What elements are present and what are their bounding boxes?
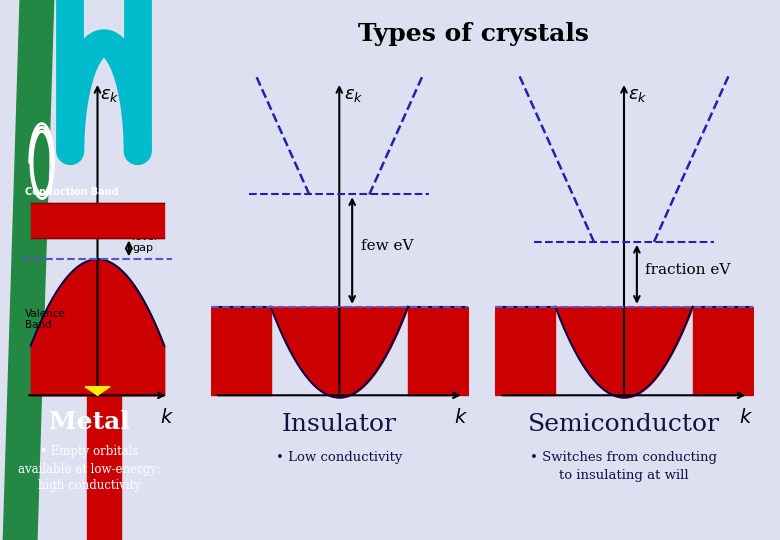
Text: $k$: $k$ [160, 408, 174, 427]
Polygon shape [87, 335, 121, 540]
Text: $\varepsilon_k$: $\varepsilon_k$ [344, 86, 363, 104]
Text: Insulator: Insulator [282, 413, 397, 436]
Text: $k$: $k$ [454, 408, 468, 427]
Text: gap: gap [133, 244, 154, 253]
Text: • Switches from conducting
to insulating at will: • Switches from conducting to insulating… [530, 451, 718, 482]
Text: Conduction Band: Conduction Band [24, 186, 118, 197]
Text: Semiconductor: Semiconductor [528, 413, 720, 436]
Text: Metal: Metal [49, 410, 130, 434]
Text: $\varepsilon_k$: $\varepsilon_k$ [629, 86, 647, 104]
Text: • Low conductivity: • Low conductivity [276, 451, 402, 464]
Text: Types of crystals: Types of crystals [359, 22, 589, 45]
Text: Valence
Band: Valence Band [24, 309, 66, 330]
Polygon shape [85, 387, 110, 395]
Text: $k$: $k$ [739, 408, 753, 427]
Text: • Empty orbitals
available at low-energy:
high conductivity: • Empty orbitals available at low-energy… [18, 446, 161, 492]
Text: Fermi
level: Fermi level [132, 220, 161, 242]
Text: $\varepsilon_k$: $\varepsilon_k$ [101, 86, 120, 104]
Polygon shape [3, 0, 54, 540]
Text: fraction eV: fraction eV [646, 263, 731, 277]
Text: few eV: few eV [361, 239, 413, 253]
